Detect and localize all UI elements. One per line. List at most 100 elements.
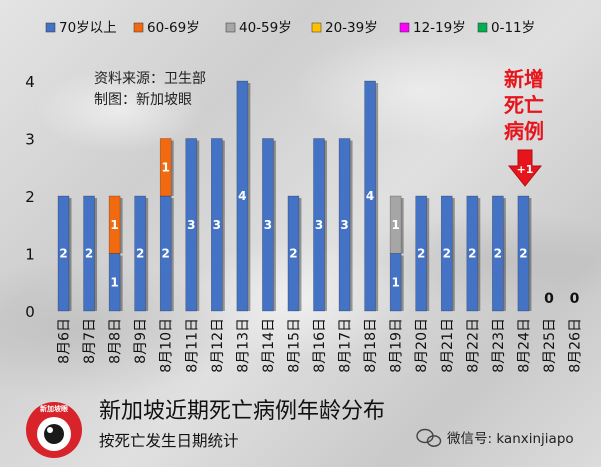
bar-16-series-0	[466, 195, 479, 312]
bar-shadow	[350, 140, 353, 311]
bar-1-series-0	[83, 195, 95, 312]
zero-label-19: 0	[544, 291, 554, 307]
bar-shadow	[94, 198, 98, 311]
bar-label-1-series-0: 2	[85, 247, 93, 261]
zero-label-20: 0	[570, 291, 580, 307]
eye-icon	[44, 424, 64, 444]
legend-swatch-4	[399, 22, 410, 33]
bar-8-series-0	[262, 138, 274, 312]
bar-shadow	[273, 140, 276, 311]
bar-7-series-0	[236, 80, 249, 312]
bar-shadow	[298, 198, 302, 311]
eye-highlight	[47, 427, 53, 433]
x-tick-2: 8月8日	[108, 318, 124, 364]
bar-shadow	[426, 198, 430, 311]
bar-11-series-0	[338, 138, 351, 312]
bar-label-3-series-0: 2	[136, 247, 144, 261]
bar-label-2-series-0: 1	[110, 275, 118, 289]
legend-label-0: 70岁以上	[59, 20, 117, 36]
x-tick-1: 8月7日	[82, 318, 98, 364]
bar-9-series-0	[287, 195, 300, 312]
bar-6-series-0	[211, 138, 223, 312]
bar-shadow	[375, 83, 379, 311]
logo: 新加坡眼	[26, 402, 82, 458]
bar-shadow	[401, 198, 404, 254]
bar-label-11-series-0: 3	[340, 218, 348, 232]
bar-label-18-series-0: 2	[519, 247, 527, 261]
bar-shadow	[452, 198, 455, 311]
bar-label-4-series-0: 2	[162, 247, 170, 261]
annotation-line-1: 新增	[504, 67, 544, 91]
legend-label-5: 0-11岁	[491, 20, 535, 36]
chart-subtitle: 按死亡发生日期统计	[99, 432, 239, 450]
legend-label-2: 40-59岁	[239, 20, 292, 36]
bar-label-0-series-0: 2	[59, 247, 67, 261]
bar-shadow	[69, 198, 72, 311]
bar-label-2-series-1: 1	[110, 218, 118, 232]
legend-label-4: 12-19岁	[413, 20, 466, 36]
source-note: 资料来源：卫生部 制图：新加坡眼	[94, 71, 206, 108]
bar-3-series-0	[134, 195, 146, 312]
bar-label-15-series-0: 2	[443, 247, 451, 261]
bar-17-series-0	[492, 195, 504, 312]
x-tick-10: 8月16日	[312, 318, 328, 373]
legend-swatch-1	[133, 22, 144, 33]
bar-label-5-series-0: 3	[187, 218, 195, 232]
legend-label-3: 20-39岁	[325, 20, 378, 36]
bar-label-17-series-0: 2	[494, 247, 502, 261]
legend-swatch-0	[45, 22, 56, 33]
bar-12-series-0	[364, 80, 376, 312]
x-tick-19: 8月25日	[542, 318, 558, 373]
x-tick-7: 8月13日	[235, 318, 251, 373]
bar-label-12-series-0: 4	[366, 189, 374, 203]
bar-shadow	[401, 255, 404, 311]
bar-5-series-0	[185, 138, 198, 312]
y-tick-0: 0	[25, 303, 35, 321]
bar-14-series-0	[415, 195, 428, 312]
source-line-2: 制图：新加坡眼	[94, 92, 192, 108]
x-tick-13: 8月19日	[389, 318, 405, 373]
chart-title: 新加坡近期死亡病例年龄分布	[99, 399, 385, 424]
y-tick-2: 2	[25, 188, 35, 206]
source-line-1: 资料来源：卫生部	[94, 71, 206, 87]
bar-label-16-series-0: 2	[468, 247, 476, 261]
bar-shadow	[247, 83, 251, 311]
bar-shadow	[171, 140, 174, 196]
bar-shadow	[196, 140, 200, 311]
x-tick-3: 8月9日	[133, 318, 149, 364]
x-tick-12: 8月18日	[363, 318, 379, 373]
x-tick-14: 8月20日	[414, 318, 430, 373]
bar-2-series-1	[108, 195, 121, 254]
bar-13-series-2	[389, 195, 402, 254]
x-tick-11: 8月17日	[338, 318, 354, 373]
bar-shadow	[171, 198, 174, 311]
legend-swatch-3	[311, 22, 322, 33]
x-tick-18: 8月24日	[516, 318, 532, 373]
y-axis: 0 1 2 3 4	[25, 73, 35, 321]
wechat-id: 微信号: kanxinjiapo	[416, 428, 574, 447]
y-tick-4: 4	[25, 73, 35, 91]
wechat-icon	[416, 428, 442, 447]
annotation-line-2: 死亡	[504, 93, 544, 117]
bar-label-14-series-0: 2	[417, 247, 425, 261]
bars: 2 2 1 1 2 2 1 3 3 4 3 2 3 3 4 1 1 2 2 2 2 2 0 0	[57, 80, 580, 312]
bar-label-4-series-1: 1	[162, 160, 170, 174]
bar-shadow	[120, 198, 123, 254]
bar-label-13-series-2: 1	[391, 218, 399, 232]
bar-label-13-series-0: 1	[391, 275, 399, 289]
annotation-line-3: 病例	[504, 119, 544, 143]
bar-label-7-series-0: 4	[238, 189, 246, 203]
x-tick-20: 8月26日	[568, 318, 584, 373]
new-death-annotation: 新增 死亡 病例 +1	[504, 67, 544, 187]
logo-text: 新加坡眼	[40, 404, 68, 413]
bar-shadow	[324, 140, 327, 311]
legend-label-1: 60-69岁	[147, 20, 200, 36]
bar-label-10-series-0: 3	[315, 218, 323, 232]
bar-label-9-series-0: 2	[289, 247, 297, 261]
legend-swatch-2	[225, 22, 236, 33]
bar-shadow	[477, 198, 481, 311]
bar-18-series-0	[517, 195, 530, 312]
legend: 70岁以上 60-69岁 40-59岁 20-39岁 12-19岁 0-11岁	[45, 20, 535, 36]
x-axis: 8月6日 8月7日 8月8日 8月9日 8月10日 8月11日 8月12日 8月13日 8月14…	[57, 318, 584, 373]
